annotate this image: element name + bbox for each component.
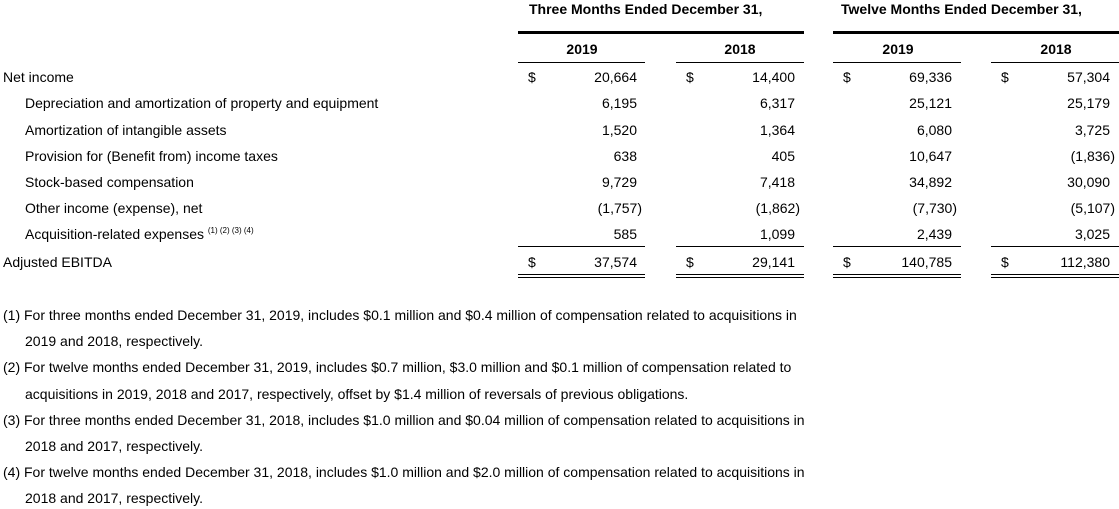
year-header: 2019 <box>566 41 598 57</box>
year-header: 2018 <box>724 41 756 57</box>
cell-value: 30,090 <box>1067 174 1110 190</box>
footnote-refs: (1) (2) (3) (4) <box>207 226 254 235</box>
currency-symbol: $ <box>843 254 851 270</box>
row-label-text: Acquisition-related expenses <box>25 226 204 242</box>
subtotal-rule <box>518 246 645 247</box>
header-rule-twelve-months <box>833 31 1119 34</box>
currency-symbol: $ <box>1001 254 1009 270</box>
cell-value: 7,418 <box>759 174 795 190</box>
row-label: Other income (expense), net <box>25 200 203 216</box>
year-header: 2019 <box>882 41 914 57</box>
subtotal-rule <box>833 246 961 247</box>
footnote-1-line2: 2019 and 2018, respectively. <box>25 333 203 349</box>
cell-value: (1,757) <box>597 200 642 216</box>
footnote-1-line1: (1) For three months ended December 31, … <box>3 307 797 323</box>
footnote-2-line1: (2) For twelve months ended December 31,… <box>3 359 792 375</box>
cell-value: 6,195 <box>601 95 637 111</box>
row-label: Adjusted EBITDA <box>3 254 112 270</box>
row-label: Amortization of intangible assets <box>25 122 227 138</box>
cell-value: 585 <box>613 226 637 242</box>
footnote-4-line2: 2018 and 2017, respectively. <box>25 490 203 506</box>
cell-value: 10,647 <box>909 148 952 164</box>
header-three-months: Three Months Ended December 31, <box>529 1 763 17</box>
cell-value: 25,121 <box>909 95 952 111</box>
row-label: Net income <box>3 69 74 85</box>
year-header: 2018 <box>1040 41 1072 57</box>
currency-symbol: $ <box>686 69 694 85</box>
cell-value: 6,317 <box>759 95 795 111</box>
cell-value: 29,141 <box>752 254 795 270</box>
cell-value: 3,025 <box>1074 226 1110 242</box>
cell-value: 112,380 <box>1060 254 1110 270</box>
cell-value: 1,520 <box>601 122 637 138</box>
header-twelve-months: Twelve Months Ended December 31, <box>841 1 1082 17</box>
cell-value: 3,725 <box>1074 122 1110 138</box>
year-rule <box>518 62 645 63</box>
footnote-3-line1: (3) For three months ended December 31, … <box>3 412 805 428</box>
total-double-rule <box>991 274 1119 275</box>
cell-value: 14,400 <box>752 69 795 85</box>
currency-symbol: $ <box>1001 69 1009 85</box>
total-double-rule <box>676 277 804 278</box>
cell-value: (1,836) <box>1070 148 1115 164</box>
year-rule <box>833 62 961 63</box>
cell-value: 405 <box>771 148 795 164</box>
currency-symbol: $ <box>528 254 536 270</box>
cell-value: (1,862) <box>755 200 800 216</box>
year-rule <box>991 62 1119 63</box>
cell-value: 2,439 <box>916 226 952 242</box>
subtotal-rule <box>676 246 804 247</box>
row-label: Acquisition-related expenses (1) (2) (3)… <box>25 226 254 242</box>
cell-value: 34,892 <box>909 174 952 190</box>
cell-value: 20,664 <box>594 69 637 85</box>
footnote-2-line2: acquisitions in 2019, 2018 and 2017, res… <box>25 386 689 402</box>
footnote-3-line2: 2018 and 2017, respectively. <box>25 438 203 454</box>
subtotal-rule <box>991 246 1119 247</box>
cell-value: 9,729 <box>601 174 637 190</box>
currency-symbol: $ <box>528 69 536 85</box>
row-label: Stock-based compensation <box>25 174 194 190</box>
row-label: Provision for (Benefit from) income taxe… <box>25 148 278 164</box>
year-rule <box>676 62 804 63</box>
cell-value: 69,336 <box>909 69 952 85</box>
cell-value: 1,099 <box>759 226 795 242</box>
cell-value: (5,107) <box>1070 200 1115 216</box>
total-double-rule <box>518 277 645 278</box>
total-double-rule <box>991 277 1119 278</box>
cell-value: 6,080 <box>916 122 952 138</box>
cell-value: 638 <box>613 148 637 164</box>
header-rule-three-months <box>518 31 804 34</box>
currency-symbol: $ <box>843 69 851 85</box>
row-label: Depreciation and amortization of propert… <box>25 95 379 111</box>
total-double-rule <box>518 274 645 275</box>
footnote-4-line1: (4) For twelve months ended December 31,… <box>3 464 805 480</box>
total-double-rule <box>676 274 804 275</box>
cell-value: 1,364 <box>759 122 795 138</box>
total-double-rule <box>833 274 961 275</box>
cell-value: 37,574 <box>594 254 637 270</box>
cell-value: 140,785 <box>901 254 952 270</box>
total-double-rule <box>833 277 961 278</box>
cell-value: 25,179 <box>1067 95 1110 111</box>
cell-value: (7,730) <box>912 200 957 216</box>
currency-symbol: $ <box>686 254 694 270</box>
cell-value: 57,304 <box>1067 69 1110 85</box>
